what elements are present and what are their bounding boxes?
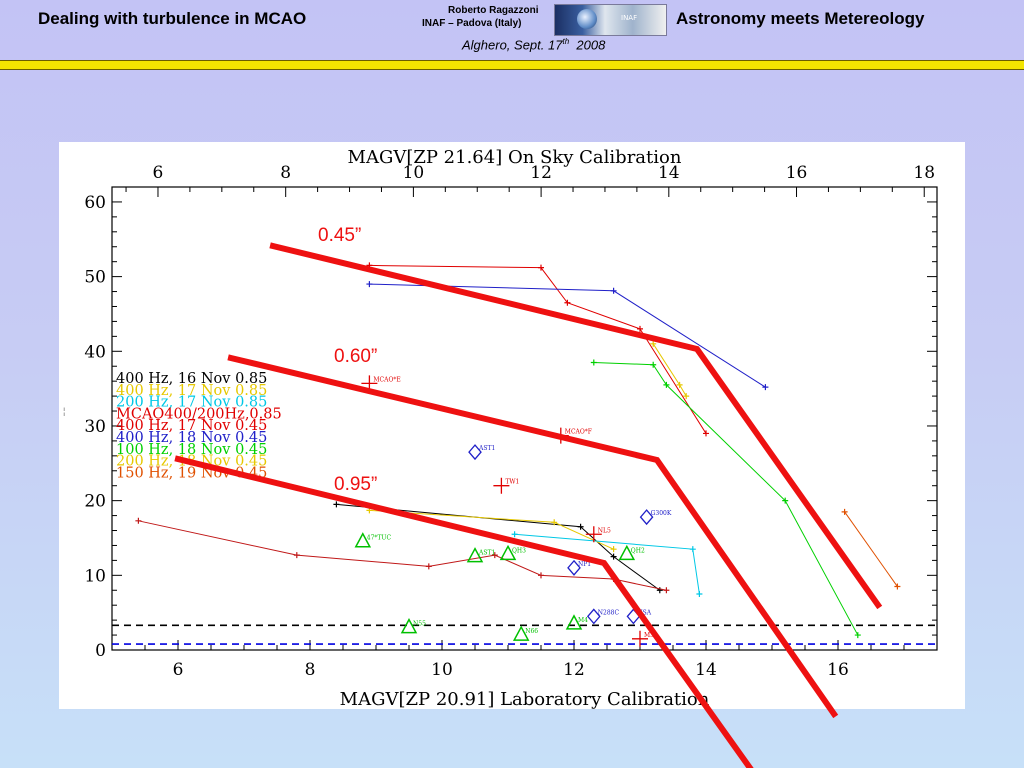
series-point bbox=[610, 287, 617, 294]
series-point bbox=[538, 572, 544, 579]
x-tick-label: 8 bbox=[305, 660, 316, 680]
series-line bbox=[593, 361, 859, 636]
series-point bbox=[511, 531, 518, 538]
header-divider-bar bbox=[0, 60, 1024, 70]
series-line bbox=[844, 511, 898, 587]
point-label: M4 bbox=[578, 617, 588, 624]
series-point bbox=[762, 384, 769, 391]
series-line bbox=[336, 503, 661, 591]
point-label: N55 bbox=[413, 621, 426, 628]
series-point bbox=[135, 517, 142, 524]
series-point bbox=[854, 632, 861, 639]
point-label: AST1 bbox=[478, 550, 495, 557]
legend-entry: 150 Hz, 19 Nov 0.45 bbox=[116, 465, 267, 481]
top-tick-label: 10 bbox=[403, 163, 425, 183]
slide-title-left: Dealing with turbulence in MCAO bbox=[38, 9, 307, 28]
point-label: TW1 bbox=[505, 479, 519, 486]
author-affiliation: INAF – Padova (Italy) bbox=[422, 18, 522, 29]
series-point bbox=[293, 552, 300, 559]
plot-panel: 6 8 10 12 14 16 6 8 10 12 14 16 18 0 10 20 30 40 50 60 MAGV[… bbox=[59, 142, 965, 710]
series-line bbox=[514, 533, 700, 595]
series-point bbox=[894, 583, 901, 590]
point-label: 47*TUC bbox=[367, 535, 392, 542]
series-line bbox=[369, 264, 707, 434]
point-label: NP1 bbox=[578, 561, 591, 568]
inaf-logo: INAF bbox=[554, 4, 667, 36]
top-tick-label: 6 bbox=[153, 163, 164, 183]
top-tick-label: 12 bbox=[530, 163, 552, 183]
point-label: MCAO*E bbox=[373, 376, 400, 383]
x-axis-title: MAGV[ZP 20.91] Laboratory Calibration bbox=[340, 689, 710, 709]
logo-text: INAF bbox=[621, 14, 638, 22]
point-label: N66 bbox=[525, 628, 538, 635]
conference-date: Alghero, Sept. 17th 2008 bbox=[462, 37, 605, 52]
top-tick-label: 16 bbox=[786, 163, 808, 183]
chart-title: MAGV[ZP 21.64] On Sky Calibration bbox=[348, 147, 682, 168]
point-label: NSA bbox=[637, 609, 651, 616]
date-year: 2008 bbox=[576, 37, 606, 53]
date-prefix: Alghero, Sept. 17 bbox=[462, 37, 563, 53]
point-label: QH3 bbox=[512, 547, 526, 554]
y-tick-label: 30 bbox=[84, 417, 106, 437]
series-line bbox=[369, 509, 614, 550]
point-label: MCAO*F bbox=[565, 429, 592, 436]
calibration-chart: 6 8 10 12 14 16 6 8 10 12 14 16 18 0 10 20 30 40 50 60 MAGV[… bbox=[84, 147, 938, 710]
y-tick-label: 20 bbox=[84, 492, 106, 512]
side-tick-mark: ¦ bbox=[63, 406, 66, 416]
date-sup: th bbox=[562, 37, 570, 46]
slide-header: Dealing with turbulence in MCAO Roberto … bbox=[0, 0, 1024, 70]
series-point bbox=[366, 262, 373, 269]
series-point bbox=[590, 359, 597, 366]
series-point bbox=[689, 546, 696, 553]
globe-icon bbox=[577, 9, 597, 29]
point-label: AST1 bbox=[478, 445, 495, 452]
x-tick-label: 16 bbox=[827, 660, 849, 680]
x-tick-label: 14 bbox=[695, 660, 717, 680]
series-point bbox=[333, 501, 340, 508]
y-tick-label: 40 bbox=[84, 342, 106, 362]
series-point bbox=[366, 281, 373, 288]
series-point bbox=[610, 546, 617, 553]
x-tick-label: 6 bbox=[173, 660, 184, 680]
point-label: QH2 bbox=[631, 547, 645, 554]
series-point bbox=[425, 563, 432, 570]
point-label: N288C bbox=[598, 609, 620, 616]
series-point bbox=[610, 576, 617, 583]
y-tick-label: 10 bbox=[84, 566, 106, 586]
series-point bbox=[676, 381, 683, 388]
author-name: Roberto Ragazzoni bbox=[448, 5, 539, 16]
series-point bbox=[703, 430, 709, 437]
series-point bbox=[663, 587, 670, 594]
slide-title-right: Astronomy meets Metereology bbox=[676, 9, 925, 28]
y-tick-label: 0 bbox=[95, 641, 106, 661]
series-point bbox=[841, 508, 848, 515]
y-tick-label: 50 bbox=[84, 268, 106, 288]
series-point bbox=[696, 590, 703, 597]
series-point bbox=[637, 325, 643, 332]
point-label: G300K bbox=[651, 510, 672, 517]
x-tick-label: 10 bbox=[431, 660, 453, 680]
top-tick-label: 8 bbox=[280, 163, 291, 183]
series-point bbox=[366, 507, 373, 514]
point-label: M3 bbox=[644, 632, 654, 639]
point-label: NL5 bbox=[598, 527, 611, 534]
x-tick-label: 12 bbox=[563, 660, 585, 680]
top-tick-label: 14 bbox=[658, 163, 680, 183]
series-line bbox=[138, 520, 667, 591]
series-line bbox=[369, 283, 766, 388]
top-tick-label: 18 bbox=[913, 163, 935, 183]
series-point bbox=[650, 361, 657, 368]
y-tick-label: 60 bbox=[84, 193, 106, 213]
